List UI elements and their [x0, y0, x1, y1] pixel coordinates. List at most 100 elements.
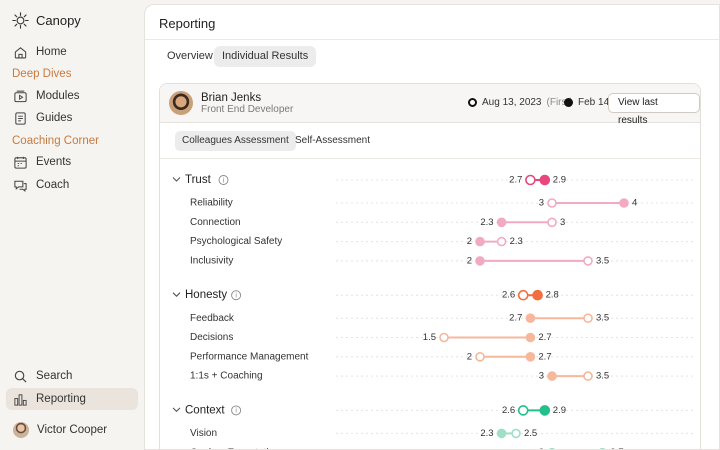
sidebar-item-label: Home: [36, 46, 67, 58]
first-date-legend: Aug 13, 2023 (First): [468, 97, 573, 108]
brand-name: Canopy: [36, 13, 81, 28]
chevron-down-icon: [172, 177, 181, 182]
value-label-low: 1.5: [423, 332, 436, 343]
first-value-marker: [583, 256, 593, 266]
tab-individual-results[interactable]: Individual Results: [214, 46, 317, 67]
row-label: Performance Management: [190, 351, 309, 362]
brand[interactable]: Canopy: [12, 12, 81, 29]
value-label-high: 2.8: [546, 290, 559, 301]
home-icon: [14, 46, 27, 58]
value-label-low: 2: [467, 255, 472, 266]
filled-circle-icon: [564, 98, 573, 107]
category-label: Trust: [185, 174, 212, 186]
sidebar-item-search[interactable]: Search: [6, 365, 138, 387]
info-icon: [231, 405, 242, 416]
sidebar-item-coach[interactable]: Coach: [6, 174, 138, 196]
current-date-legend: Feb 14: [564, 97, 609, 108]
first-tag: (First): [546, 97, 573, 108]
info-icon-glyph: i: [235, 408, 237, 415]
tab-self-assessment[interactable]: Self-Assessment: [295, 135, 371, 146]
info-icon-glyph: i: [223, 177, 225, 184]
current-value-marker: [619, 198, 629, 208]
sidebar-item-home[interactable]: Home: [6, 41, 138, 63]
person-role: Front End Developer: [201, 104, 294, 115]
value-label-low: 2: [467, 351, 472, 362]
row-label: Psychological Safety: [190, 236, 282, 247]
value-label-high: 4: [632, 198, 637, 209]
first-value-marker: [547, 217, 557, 228]
search-icon: [14, 370, 27, 383]
current-value-marker: [525, 313, 536, 323]
sidebar-item-modules[interactable]: Modules: [6, 85, 138, 107]
results-chart: Trust i 2.7 2.9 Reliability 3 4 Connection 2.3 3 P…: [172, 174, 696, 450]
first-value-marker: [517, 405, 529, 416]
row-label: Connection: [190, 217, 241, 228]
current-value-marker: [496, 428, 507, 439]
first-value-marker: [547, 198, 557, 208]
header-divider: [145, 39, 719, 40]
row-label: 1:1s + Coaching: [190, 371, 263, 382]
value-label-low: 3: [539, 198, 544, 209]
tab-overview[interactable]: Overview: [167, 50, 213, 62]
sidebar-item-label: Guides: [36, 112, 73, 124]
first-value-marker: [548, 447, 556, 449]
value-label-high: 2.9: [553, 405, 566, 416]
user-profile[interactable]: Victor Cooper: [6, 419, 138, 441]
row-label: Inclusivity: [190, 256, 233, 267]
canopy-logo-icon: [12, 12, 29, 29]
current-value-marker: [525, 332, 536, 343]
view-last-results-button[interactable]: View last results: [608, 93, 700, 126]
main-panel: Reporting Overview Individual Results Br…: [144, 4, 720, 450]
first-date: Aug 13, 2023: [482, 97, 542, 108]
value-label-high: 2.7: [538, 332, 551, 343]
first-value-marker: [583, 371, 593, 381]
tab-colleagues-assessment[interactable]: Colleagues Assessment: [175, 131, 296, 151]
value-label-high: 3.5: [596, 371, 609, 382]
first-value-marker: [475, 352, 485, 362]
page-title: Reporting: [159, 16, 216, 31]
first-value-marker: [511, 428, 521, 439]
info-icon: [218, 175, 229, 185]
sidebar-item-reporting[interactable]: Reporting: [6, 388, 138, 410]
row-label: Goals + Expectations: [190, 447, 285, 450]
open-circle-icon: [468, 98, 477, 107]
value-label-low: 2.3: [480, 217, 493, 228]
events-icon: [14, 156, 27, 169]
value-label-low: 2.6: [502, 290, 515, 301]
value-label-high: 2.3: [510, 236, 523, 247]
value-label-low: 2: [467, 236, 472, 247]
info-icon-glyph: i: [235, 293, 237, 300]
avatar: [13, 422, 29, 438]
first-value-marker: [439, 332, 449, 343]
value-label-high: 3.5: [596, 255, 609, 266]
sidebar-item-label: Reporting: [36, 393, 86, 405]
value-label-high: 2.5: [524, 428, 537, 439]
current-value-marker: [475, 256, 485, 266]
value-label-low: 2.6: [502, 405, 515, 416]
results-card: Brian Jenks Front End Developer Aug 13, …: [159, 83, 701, 450]
value-label-low: 2.7: [509, 175, 522, 186]
section-deep-dives: Deep Dives: [12, 68, 72, 80]
row-label: Decisions: [190, 332, 233, 343]
sidebar-item-events[interactable]: Events: [6, 151, 138, 173]
person-name: Brian Jenks: [201, 92, 262, 104]
value-label-high: 3.5: [596, 313, 609, 324]
sidebar-item-label: Events: [36, 156, 72, 168]
current-value-marker: [547, 371, 557, 381]
row-label: Vision: [190, 428, 217, 439]
current-value-marker: [525, 352, 536, 362]
current-value-marker: [599, 447, 606, 449]
sidebar-item-label: Coach: [36, 179, 70, 191]
value-label-low: 3: [539, 371, 544, 382]
value-label-high: 2.9: [553, 175, 566, 186]
category-label: Context: [185, 404, 225, 416]
guides-icon: [15, 111, 26, 125]
sidebar: Canopy Home Deep Dives Modules Guides Co…: [0, 0, 144, 450]
row-label: Feedback: [190, 313, 235, 324]
sidebar-item-guides[interactable]: Guides: [6, 107, 138, 129]
value-label-high: 3: [560, 217, 565, 228]
category-label: Honesty: [185, 289, 227, 301]
info-icon: [231, 290, 242, 301]
current-value-marker: [532, 289, 543, 301]
value-label-low: 3: [539, 447, 544, 450]
